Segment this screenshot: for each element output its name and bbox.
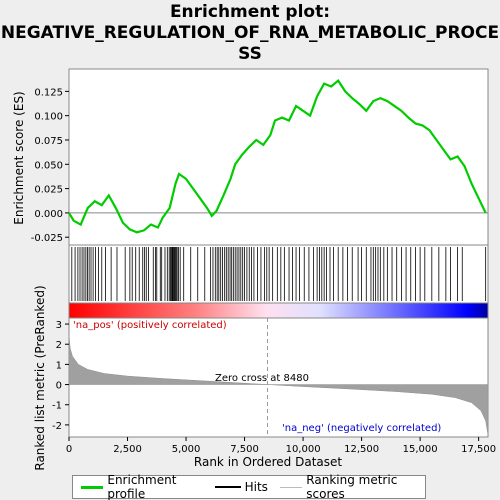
x-tick-label: 12,500 <box>344 444 379 455</box>
plot-title-line1: Enrichment plot: <box>169 2 331 22</box>
legend-item-enrichment: Enrichment profile <box>81 473 203 500</box>
x-tick-label: 5,000 <box>172 444 201 455</box>
x-tick-label: 0 <box>66 444 72 455</box>
x-tick-label: 17,500 <box>461 444 496 455</box>
legend-swatch-hits <box>214 486 241 488</box>
es-plot-area <box>68 68 489 246</box>
x-tick-label: 15,000 <box>403 444 438 455</box>
es-y-tick-label: 0.025 <box>34 185 63 196</box>
legend-item-ranking: Ranking metric scores <box>279 473 421 500</box>
metric-y-tick-label: 0 <box>56 381 62 392</box>
axes-text: Enrichment score (ES) Ranked list metric… <box>12 91 441 470</box>
neg-correlation-label: 'na_neg' (negatively correlated) <box>282 423 441 434</box>
es-y-tick-label: 0.100 <box>34 112 63 123</box>
es-y-tick-label: 0.050 <box>34 160 63 171</box>
es-y-axis-label: Enrichment score (ES) <box>12 91 26 224</box>
hits-panel <box>68 244 489 304</box>
metric-y-tick-label: 2 <box>56 340 62 351</box>
enrichment-score-panel: -0.025 0.000 0.025 0.050 0.075 0.100 0.125 <box>31 68 489 246</box>
metric-y-tick-label: -2 <box>52 421 62 432</box>
legend-label-enrichment: Enrichment profile <box>107 473 177 500</box>
legend-label-hits: Hits <box>244 480 268 494</box>
metric-y-tick-label: 3 <box>56 320 62 331</box>
es-y-tick-label: -0.025 <box>31 233 63 244</box>
es-y-tick-label: 0.125 <box>34 87 63 98</box>
legend-swatch-enrichment <box>81 485 104 489</box>
x-tick-label: 2,500 <box>113 444 142 455</box>
enrichment-profile-line <box>68 79 487 234</box>
es-y-tick-label: 0.075 <box>34 136 63 147</box>
metric-y-tick-label: -1 <box>52 401 62 412</box>
ranked-metric-panel: -2 -1 0 1 2 3 0 2,500 5,000 7,500 10,000 12,500 15,0… <box>52 317 496 455</box>
x-tick-label: 7,500 <box>230 444 259 455</box>
pos-correlation-label: 'na_pos' (positively correlated) <box>73 320 227 331</box>
metric-y-tick-label: 1 <box>56 360 62 371</box>
plot-title-line2: NEGATIVE_REGULATION_OF_RNA_METABOLIC_PRO… <box>0 23 500 43</box>
x-tick-label: 10,000 <box>286 444 321 455</box>
es-y-tick-label: 0.000 <box>34 209 63 220</box>
plot-title-line3: SS <box>238 44 262 64</box>
x-axis-label: Rank in Ordered Dataset <box>194 455 342 469</box>
rank-gradient-fill <box>68 302 489 319</box>
legend: Enrichment profile Hits Ranking metric s… <box>72 473 426 500</box>
metric-y-axis-label: Ranked list metric (PreRanked) <box>33 285 47 470</box>
rank-gradient-bar <box>68 302 489 319</box>
zero-cross-label: Zero cross at 8480 <box>215 373 309 384</box>
legend-item-hits: Hits <box>214 480 268 494</box>
legend-swatch-ranking <box>279 486 303 488</box>
legend-label-ranking: Ranking metric scores <box>306 473 398 500</box>
